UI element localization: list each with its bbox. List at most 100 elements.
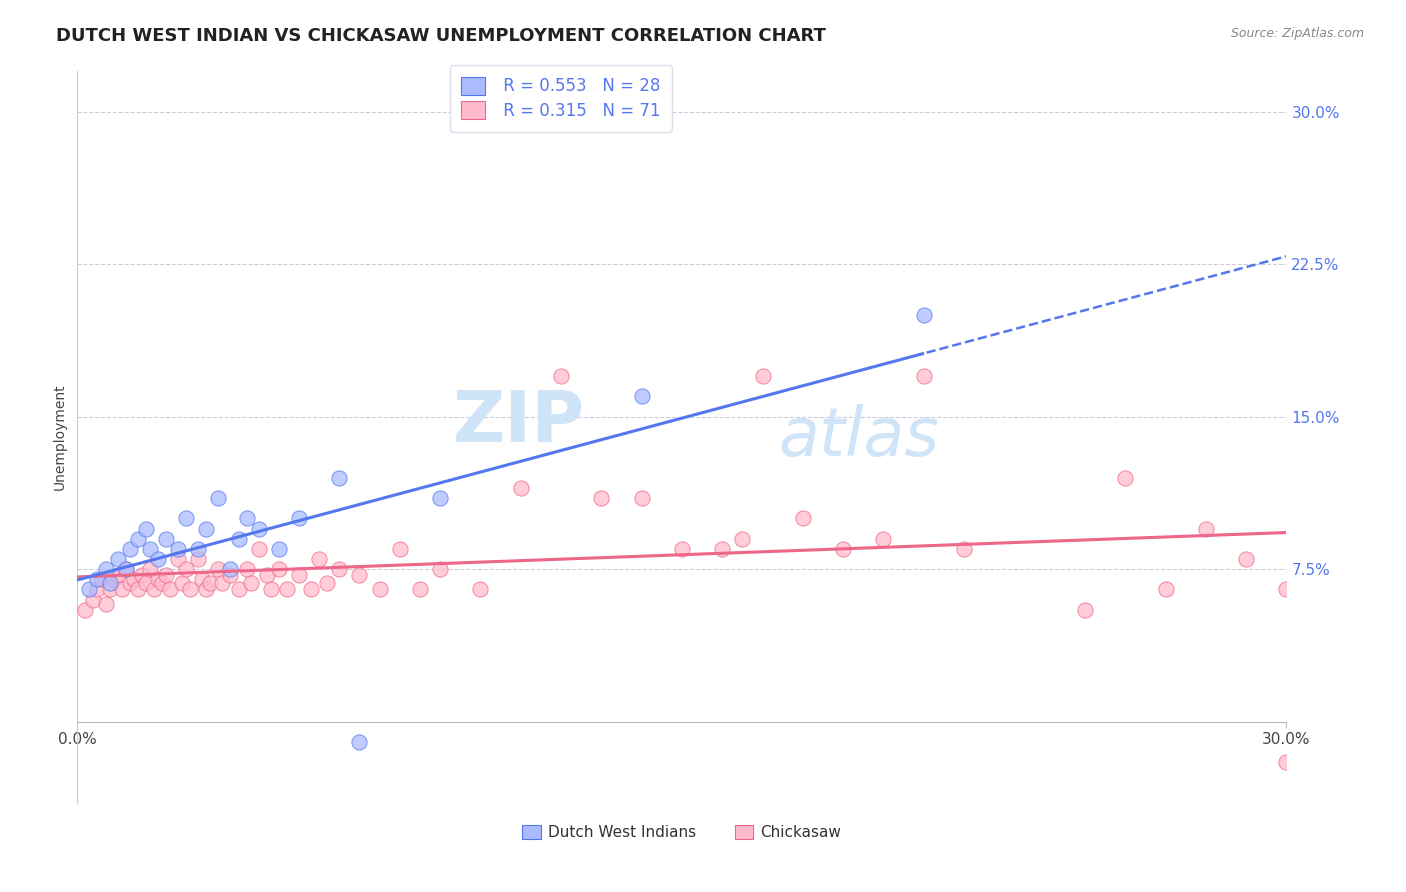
Point xyxy=(122,572,145,586)
Point xyxy=(247,541,270,556)
Point xyxy=(267,562,290,576)
Point xyxy=(328,471,350,485)
Text: atlas: atlas xyxy=(779,404,939,470)
Point xyxy=(299,582,322,597)
Point xyxy=(751,369,773,384)
Point xyxy=(75,603,97,617)
Point xyxy=(172,576,194,591)
Point xyxy=(207,562,229,576)
Point xyxy=(200,576,222,591)
Point xyxy=(207,491,229,505)
Point xyxy=(630,389,652,403)
Point xyxy=(135,521,157,535)
Point xyxy=(94,562,117,576)
Point xyxy=(155,568,177,582)
Point xyxy=(591,491,613,505)
Point xyxy=(1275,582,1298,597)
Point xyxy=(146,572,169,586)
Point xyxy=(316,576,339,591)
Point xyxy=(235,562,257,576)
Point xyxy=(114,562,136,576)
Point xyxy=(174,511,197,525)
Point xyxy=(239,576,262,591)
Point xyxy=(98,576,121,591)
Point xyxy=(131,568,153,582)
Point xyxy=(98,582,121,597)
Point xyxy=(1154,582,1177,597)
Point xyxy=(114,562,136,576)
Point xyxy=(509,481,531,495)
Point xyxy=(671,541,693,556)
Point xyxy=(429,562,451,576)
Point xyxy=(288,568,311,582)
Point xyxy=(219,562,242,576)
Y-axis label: Unemployment: Unemployment xyxy=(53,384,67,491)
Point xyxy=(139,541,162,556)
Point xyxy=(195,582,218,597)
Point xyxy=(872,532,894,546)
Point xyxy=(86,582,108,597)
Point xyxy=(174,562,197,576)
Point xyxy=(832,541,855,556)
Point xyxy=(260,582,283,597)
Point xyxy=(792,511,814,525)
Point xyxy=(267,541,290,556)
Point xyxy=(630,491,652,505)
Point xyxy=(127,532,149,546)
Point xyxy=(1234,552,1257,566)
Point xyxy=(187,541,209,556)
Point xyxy=(550,369,572,384)
Text: ZIP: ZIP xyxy=(453,388,585,457)
Point xyxy=(191,572,214,586)
Point xyxy=(349,735,371,749)
Point xyxy=(288,511,311,525)
Point xyxy=(118,576,141,591)
Point xyxy=(388,541,411,556)
Point xyxy=(211,576,233,591)
Point xyxy=(139,562,162,576)
Point xyxy=(731,532,754,546)
Point xyxy=(228,532,250,546)
Point xyxy=(146,552,169,566)
Point xyxy=(127,582,149,597)
Point xyxy=(94,597,117,611)
Point xyxy=(368,582,391,597)
Point xyxy=(1114,471,1136,485)
Point xyxy=(167,541,190,556)
Point xyxy=(107,568,129,582)
Point xyxy=(1195,521,1218,535)
Point xyxy=(912,369,935,384)
Point xyxy=(195,521,218,535)
Point xyxy=(470,582,492,597)
Point xyxy=(179,582,201,597)
Point xyxy=(142,582,165,597)
Legend: Dutch West Indians, Chickasaw: Dutch West Indians, Chickasaw xyxy=(516,819,848,847)
Point xyxy=(308,552,330,566)
Point xyxy=(409,582,432,597)
Point xyxy=(711,541,734,556)
Point xyxy=(235,511,257,525)
Point xyxy=(159,582,181,597)
Point xyxy=(228,582,250,597)
Point xyxy=(79,582,101,597)
Point xyxy=(118,541,141,556)
Point xyxy=(349,568,371,582)
Point xyxy=(219,568,242,582)
Point xyxy=(328,562,350,576)
Point xyxy=(155,532,177,546)
Point xyxy=(82,592,104,607)
Point xyxy=(256,568,278,582)
Point xyxy=(103,572,125,586)
Point xyxy=(429,491,451,505)
Text: DUTCH WEST INDIAN VS CHICKASAW UNEMPLOYMENT CORRELATION CHART: DUTCH WEST INDIAN VS CHICKASAW UNEMPLOYM… xyxy=(56,27,827,45)
Point xyxy=(1074,603,1097,617)
Point xyxy=(167,552,190,566)
Text: Source: ZipAtlas.com: Source: ZipAtlas.com xyxy=(1230,27,1364,40)
Point xyxy=(276,582,298,597)
Point xyxy=(247,521,270,535)
Point xyxy=(135,576,157,591)
Point xyxy=(187,552,209,566)
Point xyxy=(111,582,134,597)
Point xyxy=(107,552,129,566)
Point xyxy=(150,576,173,591)
